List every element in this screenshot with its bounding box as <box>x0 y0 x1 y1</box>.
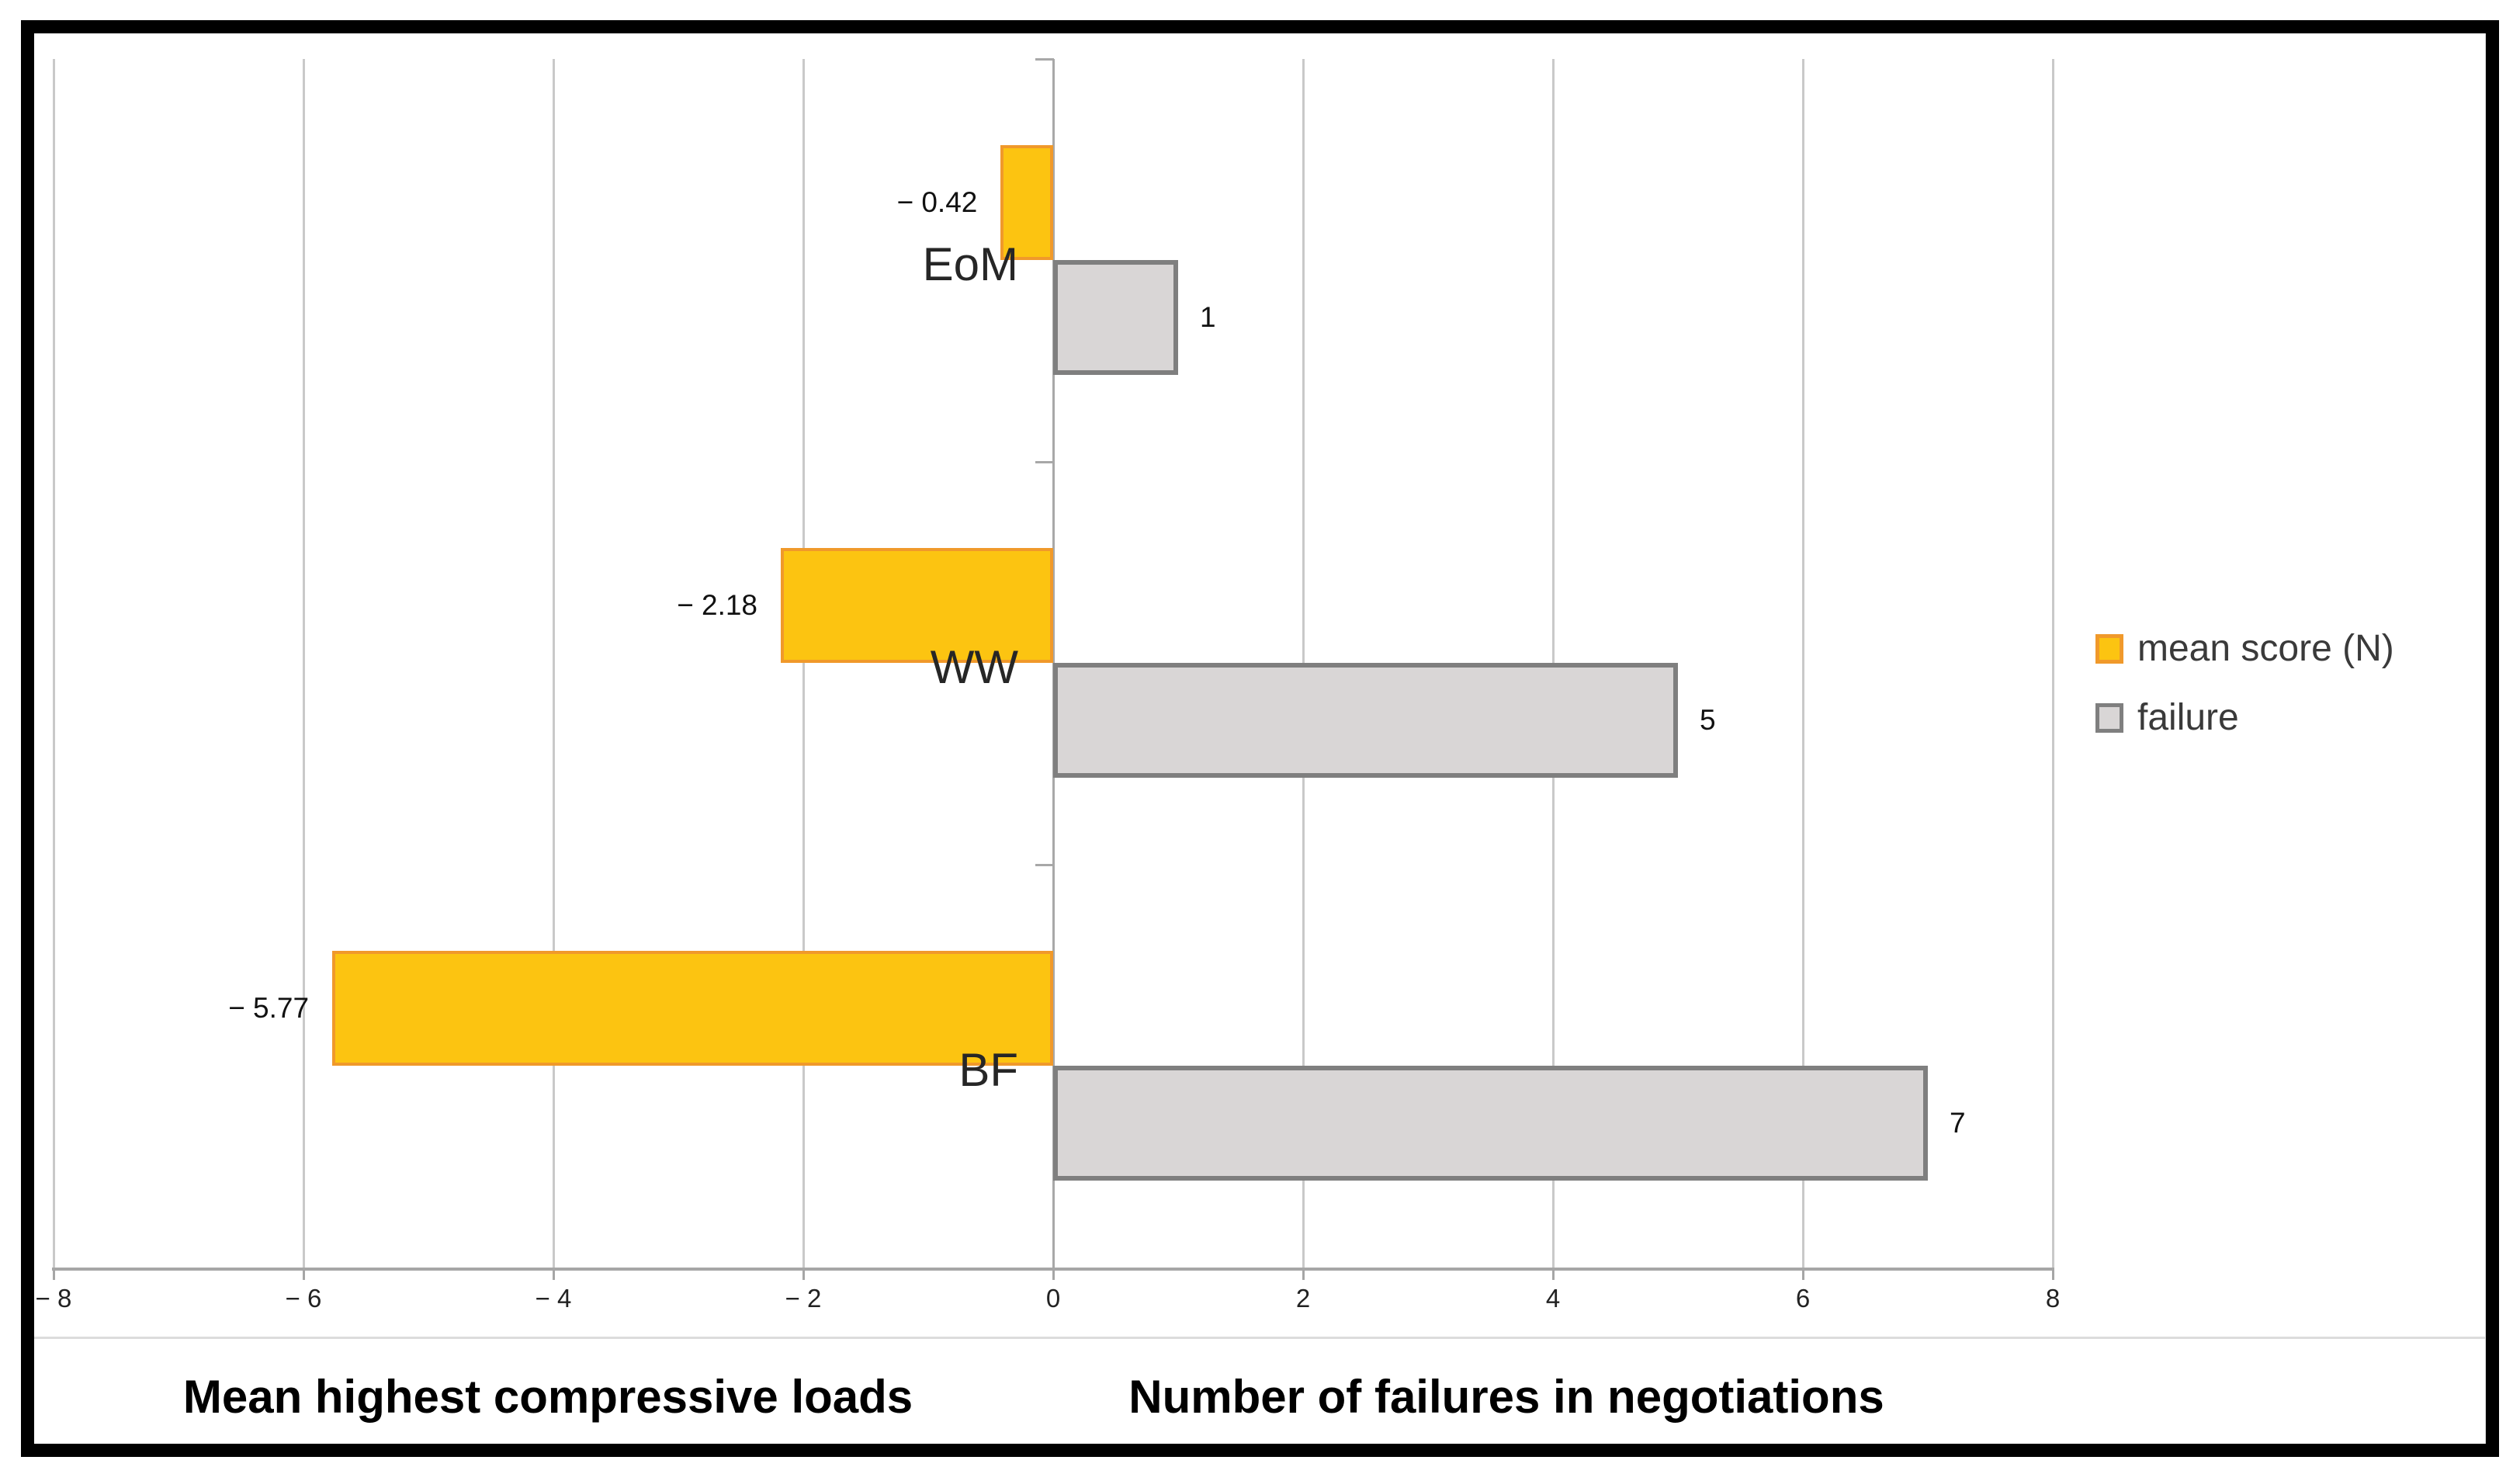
category-label-WW: WW <box>930 641 1018 693</box>
value-label-mean-score-BF: − 5.77 <box>228 992 310 1024</box>
x-axis-tick <box>303 1268 305 1280</box>
x-axis-tick <box>1552 1268 1555 1280</box>
category-axis-tick <box>1035 461 1054 463</box>
x-axis-tick <box>1302 1268 1305 1280</box>
vertical-divider-line <box>2485 33 2488 1444</box>
x-axis-tick <box>802 1268 805 1280</box>
legend-item-failure: failure <box>2095 696 2394 739</box>
bar-mean-score-BF <box>332 951 1053 1066</box>
x-tick-label-4: 4 <box>1545 1284 1561 1313</box>
gridline <box>303 59 305 1268</box>
x-tick-label--4: − 4 <box>535 1284 572 1313</box>
x-tick-label--6: − 6 <box>285 1284 322 1313</box>
value-label-failure-BF: 7 <box>1950 1107 1966 1139</box>
x-tick-label--8: − 8 <box>35 1284 72 1313</box>
value-label-mean-score-EoM: − 0.42 <box>896 186 978 218</box>
legend: mean score (N) failure <box>2095 627 2394 739</box>
x-tick-label-0: 0 <box>1045 1284 1061 1313</box>
category-axis-tick <box>1035 864 1054 866</box>
gridline <box>53 59 55 1268</box>
x-tick-label-8: 8 <box>2045 1284 2061 1313</box>
x-tick-label--2: − 2 <box>785 1284 822 1313</box>
gridline <box>2052 59 2054 1268</box>
legend-label: mean score (N) <box>2137 628 2394 669</box>
category-label-BF: BF <box>958 1044 1018 1096</box>
value-label-failure-EoM: 1 <box>1200 301 1216 333</box>
category-label-EoM: EoM <box>922 238 1018 290</box>
legend-label: failure <box>2137 697 2239 738</box>
gridline <box>1802 59 1804 1268</box>
gridline <box>802 59 805 1268</box>
x-axis-tick <box>553 1268 555 1280</box>
bar-mean-score-EoM <box>1000 145 1053 260</box>
x-axis-tick <box>2052 1268 2054 1280</box>
horizontal-divider-line <box>34 1337 2487 1339</box>
category-axis-tick <box>1035 58 1054 61</box>
x-axis-tick <box>53 1268 55 1280</box>
legend-swatch-icon <box>2095 633 2123 664</box>
bar-failure-WW <box>1053 663 1678 778</box>
bar-mean-score-WW <box>781 548 1053 663</box>
x-axis-tick <box>1052 1268 1055 1280</box>
legend-item-mean-score-n-: mean score (N) <box>2095 627 2394 670</box>
legend-swatch-icon <box>2095 702 2123 733</box>
axis-title-failures-negotiations: Number of failures in negotiations <box>1128 1371 1884 1423</box>
axis-title-compressive-loads: Mean highest compressive loads <box>182 1371 913 1423</box>
value-label-mean-score-WW: − 2.18 <box>677 589 758 621</box>
bar-failure-BF <box>1053 1066 1928 1181</box>
value-label-failure-WW: 5 <box>1700 704 1716 736</box>
gridline <box>553 59 555 1268</box>
x-tick-label-2: 2 <box>1295 1284 1311 1313</box>
x-axis-tick <box>1802 1268 1804 1280</box>
bar-failure-EoM <box>1053 260 1178 375</box>
x-tick-label-6: 6 <box>1795 1284 1811 1313</box>
